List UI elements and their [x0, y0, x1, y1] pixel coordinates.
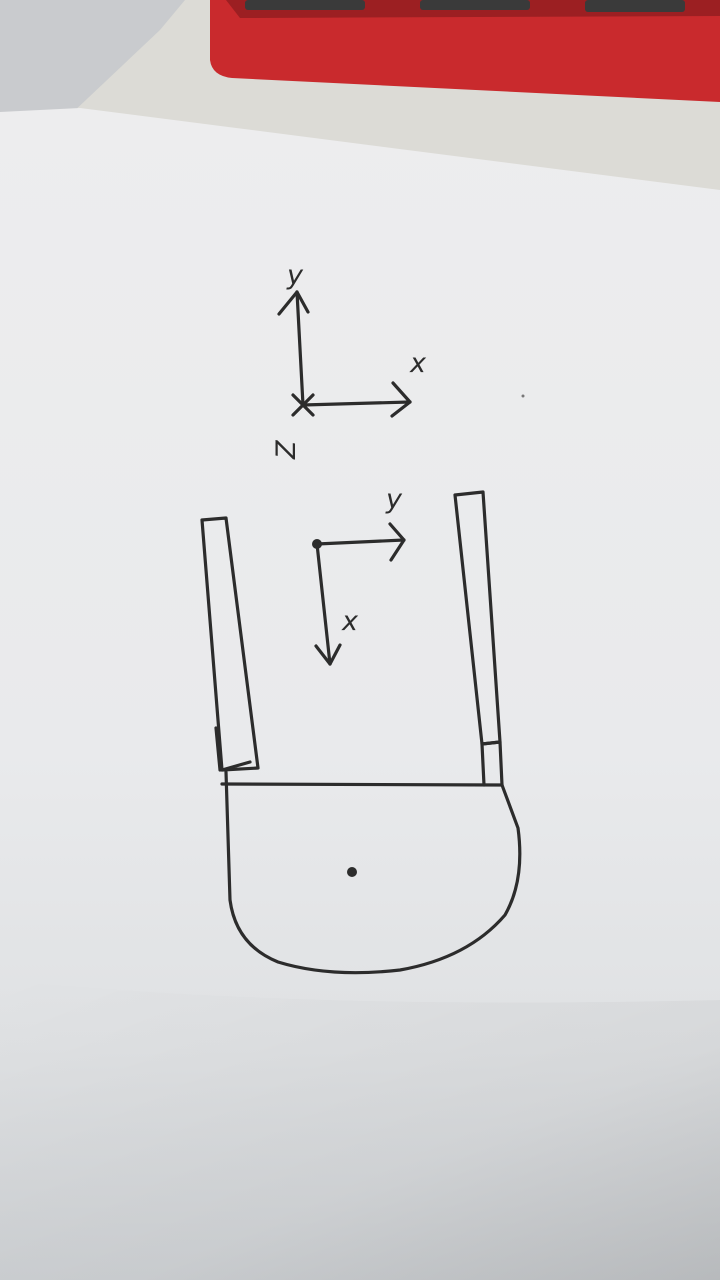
grey-object: [0, 0, 185, 115]
world-axes: y x Z: [271, 260, 427, 460]
right-finger-joint: [480, 740, 504, 787]
world-y-axis: [295, 290, 305, 407]
left-finger-joint: [214, 726, 252, 772]
world-y-label: y: [286, 260, 304, 291]
world-x-label: x: [409, 348, 427, 379]
gripper-x-label: x: [341, 606, 359, 637]
world-z-label: Z: [271, 440, 302, 460]
gripper-y-label: y: [385, 484, 403, 515]
gripper-center-dot: [347, 867, 357, 877]
gripper-base-top: [220, 782, 504, 787]
gripper-axes: y x: [312, 484, 406, 666]
gripper-x-arrowhead: [314, 643, 342, 666]
paper-shadow: [0, 980, 720, 1280]
world-x-axis: [301, 400, 412, 407]
gripper-base-body: [224, 770, 522, 975]
world-z-marker: [291, 393, 315, 417]
gripper-sketch: [200, 490, 522, 975]
gripper-x-axis: [315, 542, 332, 666]
world-y-arrowhead: [277, 290, 310, 316]
gripper-y-axis: [315, 538, 406, 546]
gripper-y-arrowhead: [388, 522, 406, 562]
left-finger: [200, 516, 260, 772]
paper-sheet: [0, 108, 720, 1280]
stray-mark: [521, 394, 525, 398]
red-keyboard: [210, 0, 720, 102]
world-x-arrowhead: [390, 381, 412, 418]
